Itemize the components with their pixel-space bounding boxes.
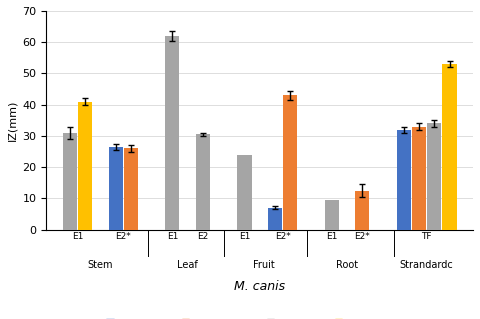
Bar [268, 208, 282, 230]
Bar [196, 134, 210, 230]
Text: Root: Root [336, 260, 358, 270]
Bar [324, 200, 339, 230]
Text: Fruit: Fruit [252, 260, 275, 270]
Text: Leaf: Leaf [177, 260, 198, 270]
Bar [165, 36, 180, 230]
Bar [427, 123, 442, 230]
Bar [108, 147, 123, 230]
X-axis label: M. canis: M. canis [234, 280, 285, 293]
Bar [78, 101, 92, 230]
Bar [412, 127, 426, 230]
Text: Stem: Stem [88, 260, 113, 270]
Bar [237, 155, 252, 230]
Bar [124, 148, 138, 230]
Bar [283, 95, 297, 230]
Bar [443, 64, 456, 230]
Bar [396, 130, 411, 230]
Bar [63, 133, 77, 230]
Bar [355, 191, 370, 230]
Text: Strandardc: Strandardc [400, 260, 454, 270]
Legend: 2mg/ml IZ ( mm), 1.5mg/ml   IZ (mm), 1mg/ml  IZmm, 0.5mg/ml  IZ (mm): 2mg/ml IZ ( mm), 1.5mg/ml IZ (mm), 1mg/m… [104, 316, 416, 319]
Y-axis label: IZ(mm): IZ(mm) [7, 100, 17, 141]
